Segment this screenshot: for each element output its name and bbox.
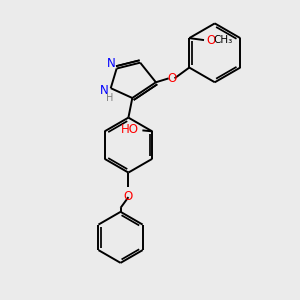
Text: CH₃: CH₃ — [214, 35, 233, 45]
Text: N: N — [100, 84, 108, 97]
Text: H: H — [106, 93, 113, 103]
Text: HO: HO — [121, 123, 139, 136]
Text: O: O — [206, 34, 215, 46]
Text: O: O — [167, 72, 176, 85]
Text: N: N — [107, 57, 116, 70]
Text: O: O — [124, 190, 133, 203]
